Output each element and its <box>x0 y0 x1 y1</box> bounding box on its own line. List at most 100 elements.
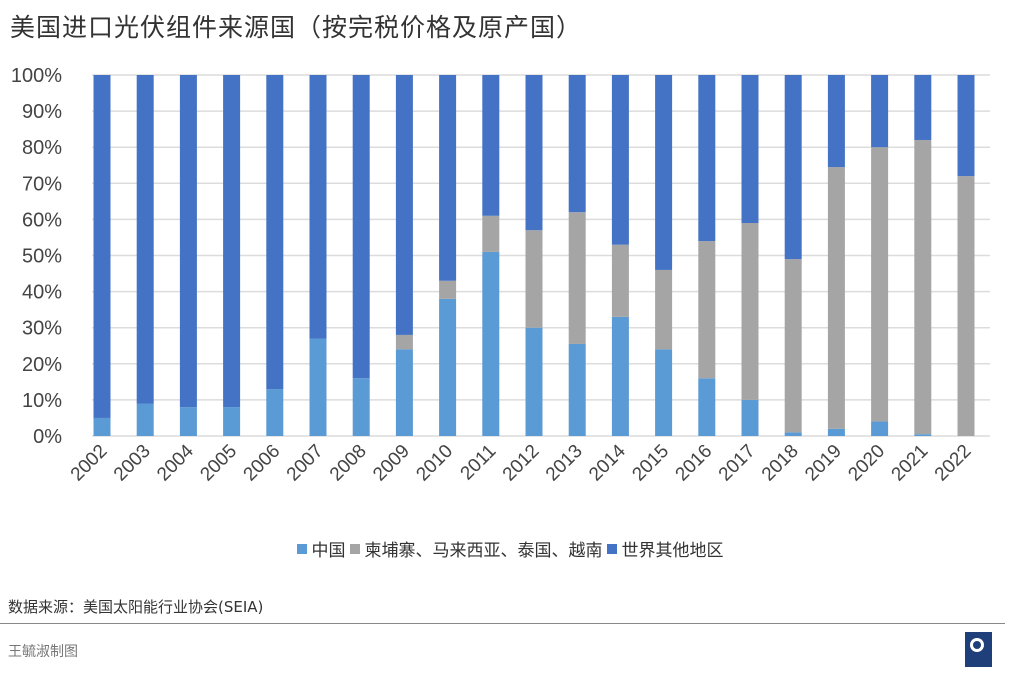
legend-swatch <box>349 543 360 554</box>
bar-segment-1 <box>655 269 673 350</box>
bar-segment-2 <box>93 75 111 418</box>
bar-segment-0 <box>698 378 716 436</box>
bar-segment-2 <box>741 75 759 224</box>
x-tick-label: 2013 <box>542 441 587 486</box>
legend-label: 柬埔寨、马来西亚、泰国、越南 <box>364 541 603 561</box>
bar-segment-1 <box>957 176 975 436</box>
bar-segment-0 <box>741 399 759 436</box>
x-tick-label: 2015 <box>628 441 673 486</box>
x-tick-label: 2022 <box>931 441 976 486</box>
x-tick-label: 2018 <box>758 441 803 486</box>
bar-segment-1 <box>611 244 629 317</box>
x-tick-label: 2005 <box>196 441 241 486</box>
bar-segment-2 <box>482 75 500 216</box>
y-tick-label: 10% <box>22 390 62 412</box>
legend-label: 中国 <box>311 541 346 561</box>
x-tick-label: 2019 <box>801 441 846 486</box>
bar-segment-2 <box>309 75 327 339</box>
bar-segment-1 <box>871 147 889 422</box>
x-tick-label: 2011 <box>457 441 501 485</box>
legend-swatch <box>296 543 307 554</box>
x-tick-label: 2010 <box>412 441 457 486</box>
x-tick-label: 2012 <box>499 441 544 486</box>
x-tick-label: 2006 <box>240 441 285 486</box>
bar-segment-2 <box>957 75 975 177</box>
divider <box>0 623 1005 624</box>
bar-segment-0 <box>395 349 413 436</box>
bar-segment-0 <box>136 403 154 436</box>
bar-segment-0 <box>784 432 802 436</box>
bar-segment-2 <box>136 75 154 404</box>
bar-segment-0 <box>827 428 845 436</box>
x-tick-label: 2008 <box>326 441 371 486</box>
y-tick-label: 60% <box>22 209 62 231</box>
data-source: 数据来源：美国太阳能行业协会(SEIA) <box>8 598 264 616</box>
bar-segment-1 <box>914 139 932 435</box>
bar-segment-2 <box>698 75 716 242</box>
y-tick-label: 100% <box>11 65 62 87</box>
legend: 中国 柬埔寨、马来西亚、泰国、越南 世界其他地区 <box>0 536 1020 561</box>
y-tick-label: 90% <box>22 101 62 123</box>
y-tick-label: 40% <box>22 282 62 304</box>
bar-segment-1 <box>395 334 413 350</box>
bar-segment-0 <box>568 343 586 436</box>
chart-title: 美国进口光伏组件来源国（按完税价格及原产国） <box>10 13 583 42</box>
y-tick-label: 70% <box>22 173 62 195</box>
x-tick-label: 2021 <box>888 441 933 486</box>
y-tick-label: 20% <box>22 354 62 376</box>
bar-segment-0 <box>611 316 629 436</box>
x-tick-label: 2020 <box>844 441 889 486</box>
x-tick-label: 2009 <box>369 441 414 486</box>
bar-segment-2 <box>784 75 802 260</box>
x-tick-label: 2004 <box>153 440 198 485</box>
bar-segment-0 <box>439 298 457 436</box>
y-tick-label: 30% <box>22 318 62 340</box>
bar-segment-1 <box>525 230 543 328</box>
bar-segment-2 <box>439 75 457 281</box>
bar-segment-0 <box>223 407 241 436</box>
legend-label: 世界其他地区 <box>621 541 724 561</box>
bar-segment-0 <box>179 407 197 436</box>
bar-segment-2 <box>655 75 673 270</box>
bar-segment-2 <box>179 75 197 408</box>
x-tick-label: 2002 <box>67 441 112 486</box>
bar-segment-2 <box>871 75 889 148</box>
publisher-logo <box>965 632 992 667</box>
x-tick-label: 2007 <box>283 441 328 486</box>
bar-segment-2 <box>395 75 413 335</box>
bar-segment-2 <box>611 75 629 245</box>
bar-segment-0 <box>352 378 370 436</box>
bar-segment-1 <box>741 223 759 400</box>
bar-segment-0 <box>266 389 284 436</box>
x-tick-label: 2016 <box>672 441 717 486</box>
bar-segment-1 <box>439 280 457 299</box>
bar-segment-0 <box>871 421 889 436</box>
globe-icon <box>970 638 984 652</box>
bar-segment-0 <box>482 251 500 436</box>
x-tick-label: 2014 <box>585 440 630 485</box>
bar-segment-1 <box>827 167 845 429</box>
bar-segment-0 <box>93 417 111 436</box>
bar-segment-1 <box>482 215 500 252</box>
legend-item: 中国 <box>296 536 346 561</box>
y-tick-label: 50% <box>22 246 62 268</box>
bar-segment-2 <box>827 75 845 168</box>
bar-segment-2 <box>352 75 370 379</box>
x-tick-label: 2003 <box>110 441 155 486</box>
bar-segment-0 <box>525 327 543 436</box>
bar-segment-1 <box>784 259 802 433</box>
y-tick-label: 0% <box>33 426 62 448</box>
bar-segment-2 <box>525 75 543 231</box>
bar-segment-2 <box>914 75 932 140</box>
bar-segment-0 <box>655 349 673 436</box>
legend-item: 世界其他地区 <box>606 536 724 561</box>
y-tick-label: 80% <box>22 137 62 159</box>
bar-segment-0 <box>309 338 327 436</box>
bar-segment-2 <box>568 75 586 213</box>
bar-segment-1 <box>568 212 586 344</box>
x-tick-label: 2017 <box>715 441 760 486</box>
bar-segment-2 <box>266 75 284 390</box>
bar-segment-0 <box>914 434 932 436</box>
bar-segment-1 <box>698 241 716 379</box>
legend-swatch <box>606 543 617 554</box>
